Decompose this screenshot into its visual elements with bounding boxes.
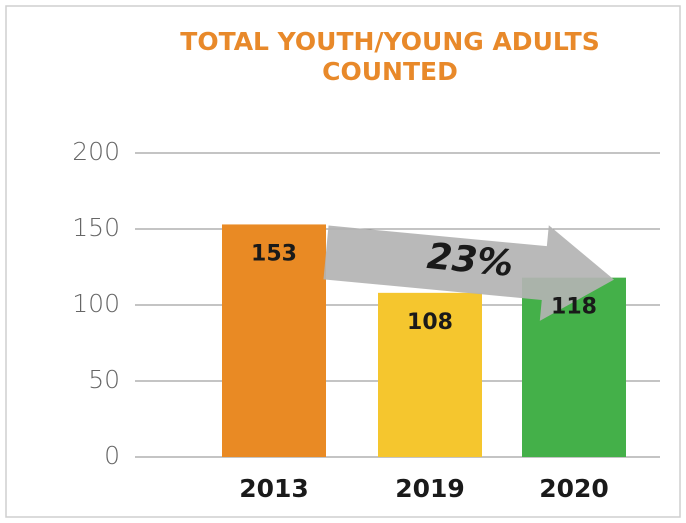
y-tick-label: 50 — [88, 365, 120, 394]
x-tick-label: 2020 — [539, 474, 609, 503]
trend-arrow — [323, 225, 614, 321]
x-tick-label: 2019 — [395, 474, 465, 503]
annotation: 23% — [425, 236, 515, 285]
frame — [5, 5, 681, 518]
y-tick-label: 0 — [104, 441, 120, 470]
data-label: 153 — [251, 241, 297, 266]
x-tick-label: 2013 — [239, 474, 309, 503]
bar — [222, 224, 326, 457]
data-label: 108 — [407, 310, 453, 335]
bar — [522, 277, 626, 457]
y-tick-label: 150 — [72, 213, 120, 242]
bar — [378, 292, 482, 457]
y-tick-label: 200 — [72, 137, 120, 166]
chart-title: TOTAL YOUTH/YOUNG ADULTS COUNTED — [180, 27, 599, 86]
y-tick-label: 100 — [72, 289, 120, 318]
data-label: 118 — [551, 295, 597, 320]
